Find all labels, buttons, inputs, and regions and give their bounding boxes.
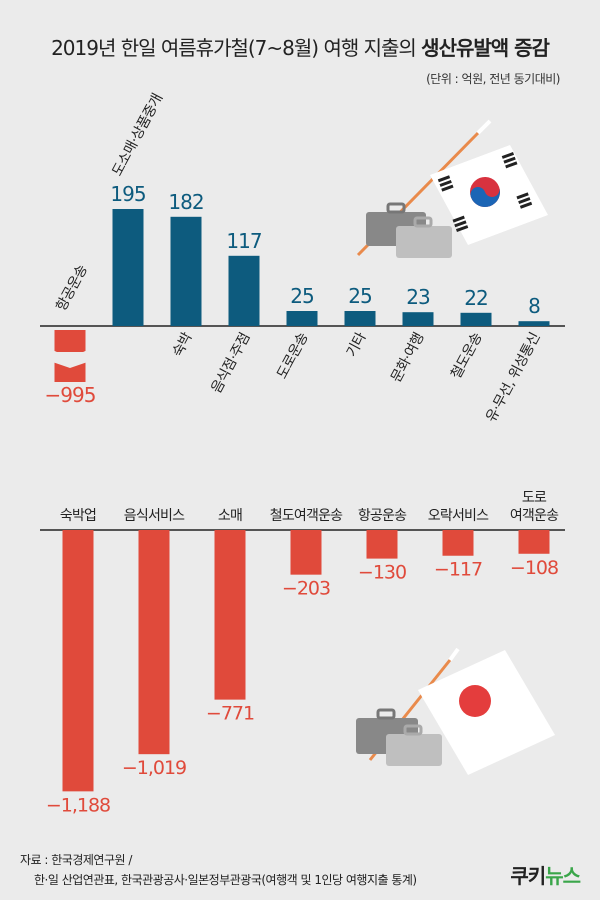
bar: [214, 530, 246, 700]
bar: [54, 330, 86, 352]
bar: [442, 530, 474, 556]
bar: [402, 312, 434, 326]
data-label: 182: [168, 190, 203, 214]
data-label: −203: [282, 578, 330, 600]
source-note: 자료 : 한국경제연구원 / 한·일 산업연관표, 한국관광공사·일본정부관광국…: [20, 850, 417, 890]
title-plain: 2019년 한일 여름휴가철(7~8월) 여행 지출의: [51, 36, 422, 60]
title-bold: 생산유발액 증감: [421, 36, 550, 60]
data-label: −995: [45, 383, 96, 407]
category-label: 음식점·주점: [208, 330, 253, 396]
bar: [228, 255, 260, 326]
category-label: 항공운송: [53, 262, 91, 314]
data-label: 117: [226, 229, 261, 253]
bar: [518, 321, 550, 326]
chart-title: 2019년 한일 여름휴가철(7~8월) 여행 지출의 생산유발액 증감: [0, 32, 600, 61]
category-label: 오락서비스: [428, 508, 489, 524]
category-label: 문화·여행: [388, 330, 427, 385]
category-label: 여객운송: [510, 508, 559, 524]
data-label: −771: [206, 703, 254, 725]
category-label: 철도운송: [448, 330, 486, 382]
bar: [138, 530, 170, 755]
bar: [518, 530, 550, 554]
category-label: 기타: [344, 330, 370, 360]
bar: [460, 312, 492, 326]
category-label: 도로운송: [274, 330, 312, 382]
data-label: −130: [358, 562, 406, 584]
unit-label: (단위 : 억원, 전년 동기대비): [426, 72, 560, 86]
category-label: 유·무선, 위성통신: [483, 330, 543, 424]
bar: [170, 216, 202, 326]
bar: [344, 311, 376, 326]
bar: [366, 530, 398, 559]
data-label: 25: [290, 284, 313, 308]
data-label: 23: [406, 285, 430, 309]
category-label: 소매: [218, 508, 242, 524]
bar: [62, 530, 94, 792]
data-label: −117: [434, 559, 482, 581]
category-label: 도로: [522, 490, 547, 506]
category-label: 숙박: [170, 330, 196, 360]
category-label: 항공운송: [358, 508, 407, 524]
korea-flag-illustration: [356, 119, 548, 257]
category-label: 도소매·상품중개: [109, 91, 166, 179]
category-label: 음식서비스: [124, 508, 185, 524]
source-line-2: 한·일 산업연관표, 한국관광공사·일본정부관광국(여행객 및 1인당 여행지출…: [34, 873, 417, 887]
bar: [112, 209, 144, 326]
suitcase-icon: [366, 202, 452, 258]
bar: [290, 530, 322, 575]
bottom-chart: −1,188 숙박업 −1,019 음식서비스 −771 소매 −203 철도여객운송 −130…: [46, 490, 560, 816]
kuki-news-logo: 쿠키뉴스: [510, 860, 581, 889]
data-label: 22: [464, 286, 487, 310]
data-label: 195: [110, 182, 145, 206]
data-label: −108: [510, 557, 558, 579]
data-label: 25: [348, 284, 371, 308]
data-label: 8: [528, 294, 540, 318]
bar-continued: [54, 360, 86, 382]
data-label: −1,188: [46, 794, 110, 816]
logo-part-1: 쿠키: [510, 864, 546, 888]
data-label: −1,019: [122, 757, 186, 779]
axis-break-mark: [52, 350, 88, 368]
bar: [286, 311, 318, 326]
source-line-1: 자료 : 한국경제연구원 /: [20, 853, 132, 867]
suitcase-icon: [356, 708, 442, 766]
category-label: 철도여객운송: [270, 508, 343, 524]
logo-part-2: 뉴스: [545, 864, 581, 888]
category-label: 숙박업: [60, 508, 96, 524]
